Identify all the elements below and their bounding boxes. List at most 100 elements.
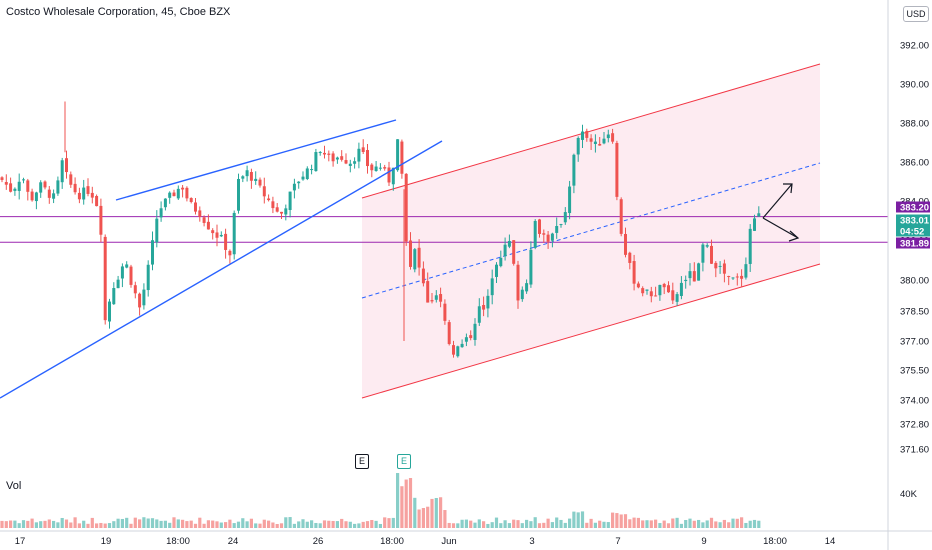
candle-body: [641, 288, 645, 294]
price-tick-label: 375.50: [900, 366, 929, 377]
candle-body: [56, 180, 60, 194]
volume-bar: [52, 520, 56, 528]
volume-bar: [211, 520, 215, 528]
price-tick-label: 378.50: [900, 307, 929, 318]
candle-body: [409, 240, 412, 267]
volume-bar: [546, 518, 550, 528]
volume-bar: [662, 520, 666, 528]
candle-body: [116, 279, 120, 289]
volume-bar: [735, 518, 739, 528]
candle-body: [211, 230, 215, 234]
volume-bar: [675, 517, 679, 528]
candle-body: [129, 266, 133, 285]
candle-body: [215, 232, 219, 238]
volume-bar: [443, 510, 447, 528]
volume-bar: [658, 523, 662, 528]
price-axis: 392.00390.00388.00386.00384.00382.00380.…: [887, 0, 932, 550]
candle-body: [533, 221, 537, 248]
volume-label: Vol: [6, 480, 22, 492]
volume-bar: [559, 519, 563, 528]
earnings-event-icon[interactable]: E: [397, 454, 411, 469]
price-tick-label: 392.00: [900, 41, 929, 52]
volume-bar: [69, 522, 73, 528]
candle-body: [151, 240, 154, 265]
volume-bar: [348, 521, 352, 528]
price-tick-label: 374.00: [900, 396, 929, 407]
candle-body: [301, 176, 305, 180]
currency-button[interactable]: USD: [903, 6, 929, 22]
time-tick-label: 9: [701, 536, 706, 547]
candle-body: [602, 138, 606, 144]
candle-body: [331, 153, 335, 162]
volume-bar: [262, 519, 266, 528]
candle-body: [464, 337, 468, 342]
volume-bar: [82, 520, 86, 528]
volume-bar: [172, 517, 176, 528]
candle-body: [288, 191, 292, 210]
candle-body: [30, 191, 34, 201]
volume-bar: [284, 517, 288, 528]
candle-body: [275, 207, 279, 212]
candle-body: [400, 141, 404, 174]
price-tag-label: 04:52: [900, 227, 924, 238]
candle-body: [606, 134, 610, 139]
candle-body: [344, 160, 348, 164]
volume-bar: [357, 523, 361, 528]
time-tick-label: 18:00: [763, 536, 787, 547]
candle-body: [163, 198, 167, 208]
earnings-event-icon[interactable]: E: [355, 454, 369, 469]
volume-bar: [503, 520, 507, 528]
volume-bar: [757, 520, 761, 528]
volume-bar: [585, 522, 589, 528]
candle-body: [546, 234, 550, 242]
volume-bar: [331, 520, 335, 528]
candle-body: [611, 133, 615, 142]
candle-body: [619, 199, 623, 234]
candle-body: [692, 271, 696, 282]
candle-body: [77, 192, 81, 200]
volume-bar: [701, 522, 705, 528]
candle-body: [490, 278, 494, 296]
volume-bar: [619, 514, 623, 528]
volume-bar: [439, 497, 443, 528]
volume-bar: [17, 523, 21, 528]
candle-body: [297, 181, 301, 184]
price-tag-label: 383.01: [900, 216, 930, 227]
volume-bar: [112, 521, 116, 528]
volume-bar: [275, 523, 279, 528]
candle-body: [271, 201, 275, 209]
volume-bar: [649, 520, 653, 528]
candle-body: [241, 176, 245, 179]
candle-body: [710, 245, 713, 264]
candle-body: [82, 187, 86, 200]
price-tag-label: 383.20: [900, 203, 929, 214]
candle-body: [443, 303, 447, 321]
candle-body: [52, 193, 56, 199]
volume-bar: [163, 520, 167, 528]
time-tick-label: 17: [15, 536, 26, 547]
volume-bar: [176, 519, 180, 528]
volume-bar: [628, 519, 632, 528]
down-arrow-head: [788, 230, 800, 242]
volume-bar: [482, 521, 486, 528]
volume-bar: [731, 518, 735, 528]
candle-body: [13, 188, 17, 191]
candle-body: [598, 143, 602, 146]
volume-bar: [120, 518, 124, 528]
volume-bar: [155, 519, 159, 528]
volume-bar: [400, 486, 404, 528]
candle-body: [206, 221, 210, 230]
candle-body: [503, 244, 507, 257]
candle-body: [43, 181, 47, 188]
volume-bar: [507, 523, 511, 528]
candle-body: [340, 156, 344, 160]
volume-bar: [654, 519, 658, 528]
volume-bar: [684, 519, 688, 528]
candle-body: [366, 150, 369, 167]
candle-body: [731, 277, 735, 279]
volume-bar: [688, 518, 692, 528]
candle-body: [370, 164, 374, 171]
volume-bar: [383, 517, 387, 528]
volume-bar: [602, 521, 606, 528]
